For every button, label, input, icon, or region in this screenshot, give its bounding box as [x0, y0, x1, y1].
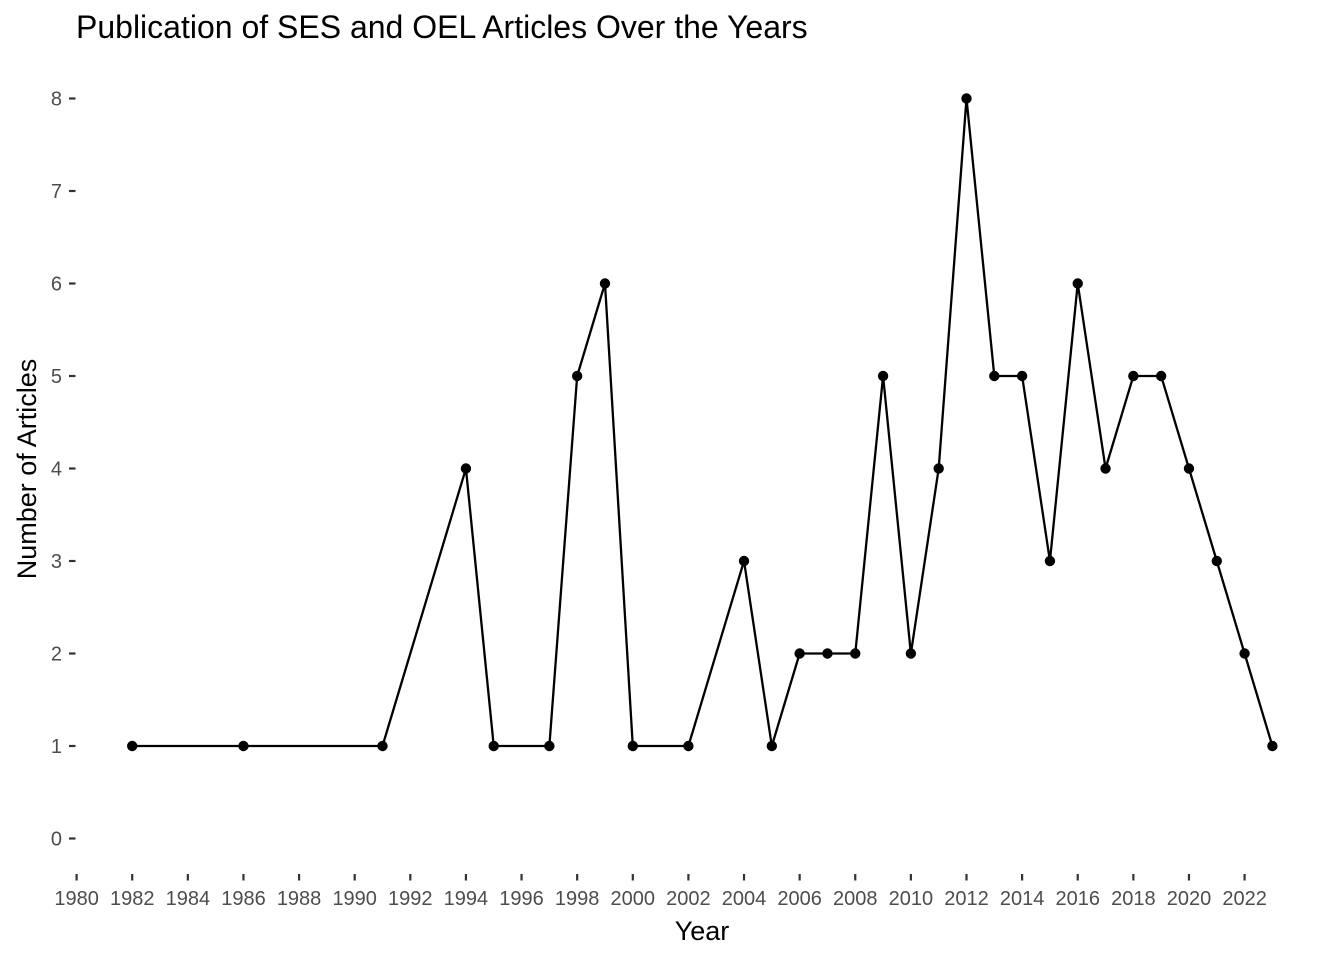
data-point: [599, 278, 611, 289]
x-tick-label: 2002: [666, 888, 711, 910]
y-tick-label: 5: [51, 366, 62, 388]
data-point: [488, 740, 499, 752]
data-point: [683, 740, 694, 752]
data-point: [127, 740, 138, 752]
data-point: [1183, 463, 1195, 474]
data-point: [1044, 555, 1056, 567]
x-tick-label: 2006: [777, 888, 822, 910]
y-tick-label: 1: [51, 736, 62, 758]
x-tick-label: 2020: [1167, 888, 1212, 910]
data-point: [822, 648, 833, 659]
data-point: [1016, 370, 1028, 382]
y-tick-label: 7: [51, 181, 62, 203]
x-tick-label: 1988: [277, 888, 322, 910]
data-point: [544, 740, 555, 752]
data-point: [1100, 463, 1111, 474]
x-axis-title: Year: [675, 916, 730, 946]
data-point: [1211, 555, 1222, 567]
y-axis-title: Number of Articles: [12, 359, 42, 580]
x-tick-label: 2008: [833, 888, 878, 910]
data-point: [627, 740, 638, 752]
data-point: [905, 648, 917, 659]
x-tick-label: 2022: [1222, 888, 1267, 910]
x-tick-label: 1990: [332, 888, 377, 910]
data-point: [1072, 278, 1083, 289]
y-tick-label: 8: [51, 89, 62, 111]
x-tick-label: 2012: [944, 888, 989, 910]
data-point: [738, 555, 750, 567]
data-point: [1155, 370, 1167, 382]
x-tick-label: 1986: [221, 888, 266, 910]
data-point: [377, 740, 388, 752]
data-point: [766, 740, 778, 752]
x-tick-label: 1996: [499, 888, 544, 910]
plot-area: [127, 93, 1278, 752]
x-tick-label: 2016: [1055, 888, 1100, 910]
x-tick-label: 1980: [54, 888, 99, 910]
y-tick-label: 3: [51, 551, 62, 573]
data-point: [1239, 648, 1250, 659]
data-point: [571, 370, 583, 382]
x-tick-label: 2004: [722, 888, 767, 910]
y-tick-label: 4: [51, 459, 62, 481]
x-tick-label: 1982: [110, 888, 155, 910]
x-tick-label: 1994: [444, 888, 489, 910]
x-tick-label: 1992: [388, 888, 433, 910]
x-tick-label: 1984: [166, 888, 211, 910]
y-tick-label: 0: [51, 829, 62, 851]
data-point: [850, 648, 861, 659]
data-point: [238, 740, 249, 752]
data-point: [1128, 370, 1139, 382]
data-point: [961, 93, 972, 104]
series-line: [132, 97, 1274, 748]
y-axis: 0 1 2 3 4 5 6 7 8: [51, 89, 76, 851]
x-tick-label: 2018: [1111, 888, 1156, 910]
x-tick-label: 2014: [1000, 888, 1045, 910]
y-tick-label: 6: [51, 274, 62, 296]
x-tick-label: 2010: [889, 888, 934, 910]
x-tick-label: 2000: [611, 888, 656, 910]
data-point: [460, 463, 472, 474]
data-point: [877, 370, 889, 382]
x-axis: 1980 1982 1984 1986 1988 1990 1992 1994 1996 1998…: [54, 874, 1267, 910]
x-tick-label: 1998: [555, 888, 600, 910]
data-point: [1267, 740, 1278, 752]
data-point: [989, 370, 1000, 382]
chart-title: Publication of SES and OEL Articles Over…: [76, 9, 808, 45]
y-tick-label: 2: [51, 644, 62, 666]
data-point: [933, 463, 944, 474]
data-point: [794, 648, 805, 659]
